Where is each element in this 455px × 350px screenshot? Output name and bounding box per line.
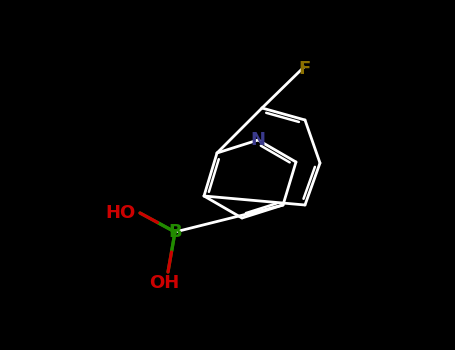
Text: B: B: [168, 223, 182, 241]
Text: F: F: [298, 60, 310, 78]
Text: N: N: [251, 131, 266, 149]
Text: OH: OH: [149, 274, 179, 292]
Text: HO: HO: [106, 204, 136, 222]
